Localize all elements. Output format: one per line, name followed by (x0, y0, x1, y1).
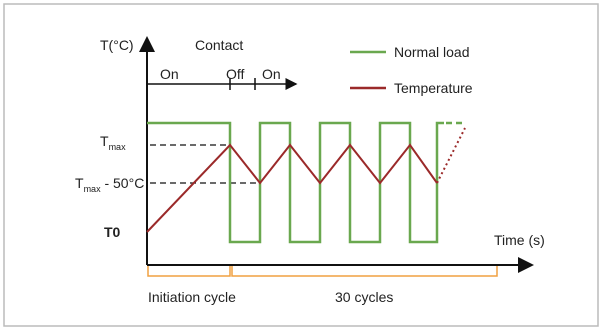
legend-label: Temperature (394, 80, 473, 96)
frame (3, 3, 599, 327)
bracket-label: Initiation cycle (148, 289, 236, 305)
contact-phase: On (262, 66, 281, 82)
tmax-minus-base: T (75, 175, 84, 191)
bracket (147, 266, 231, 277)
legend-label: Normal load (394, 44, 469, 60)
y-axis-label: T(°C) (100, 37, 134, 53)
tmax-label: Tmax (100, 133, 126, 152)
bracket (231, 266, 498, 277)
tmax-minus-label: Tmax - 50°C (75, 175, 144, 194)
tmax-base: T (100, 133, 109, 149)
tmax-minus-rest: - 50°C (101, 175, 145, 191)
t0-label: T0 (104, 224, 121, 240)
bracket-label: 30 cycles (335, 289, 393, 305)
tmax-minus-sub: max (84, 184, 102, 194)
normal-load (147, 121, 444, 244)
contact-title: Contact (195, 37, 243, 53)
temperature-continued (436, 127, 466, 184)
x-axis-label: Time (s) (494, 232, 545, 248)
contact-phase: Off (226, 66, 245, 82)
temperature (146, 143, 438, 233)
tmax-sub: max (109, 142, 127, 152)
contact-phase: On (160, 66, 179, 82)
